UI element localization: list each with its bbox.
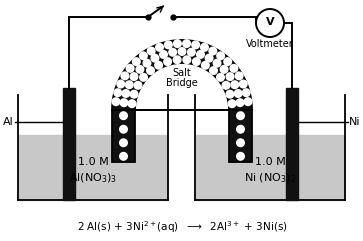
Circle shape	[130, 73, 138, 80]
Circle shape	[136, 66, 144, 73]
Circle shape	[188, 48, 195, 56]
Text: V: V	[266, 17, 274, 27]
Circle shape	[169, 48, 176, 56]
Circle shape	[213, 59, 221, 67]
Circle shape	[210, 67, 217, 74]
Circle shape	[220, 66, 228, 73]
Circle shape	[192, 41, 199, 49]
Circle shape	[155, 61, 162, 69]
Circle shape	[114, 89, 122, 96]
Circle shape	[120, 99, 128, 107]
Circle shape	[164, 58, 171, 66]
Circle shape	[240, 80, 247, 88]
Circle shape	[120, 125, 127, 133]
Circle shape	[164, 41, 172, 49]
Polygon shape	[112, 40, 252, 162]
Circle shape	[117, 80, 125, 88]
Circle shape	[128, 100, 136, 107]
Circle shape	[230, 65, 238, 72]
Circle shape	[156, 44, 163, 51]
Circle shape	[122, 90, 130, 97]
Circle shape	[228, 100, 236, 107]
Circle shape	[256, 9, 284, 37]
Circle shape	[217, 74, 224, 81]
Circle shape	[151, 54, 159, 62]
Circle shape	[120, 139, 127, 147]
Circle shape	[209, 47, 217, 55]
Circle shape	[174, 56, 181, 64]
Text: 1.0 M: 1.0 M	[78, 157, 109, 167]
Circle shape	[236, 99, 244, 107]
Text: Bridge: Bridge	[166, 78, 198, 88]
Circle shape	[174, 40, 181, 47]
Circle shape	[217, 52, 224, 60]
Bar	[19, 135, 167, 200]
Circle shape	[120, 112, 127, 120]
Circle shape	[130, 90, 138, 98]
Circle shape	[197, 51, 204, 58]
Circle shape	[160, 51, 167, 58]
Circle shape	[139, 52, 147, 60]
Circle shape	[126, 81, 133, 88]
Circle shape	[183, 56, 191, 64]
Text: 1.0 M: 1.0 M	[254, 157, 285, 167]
Text: Al(NO$_3$)$_3$: Al(NO$_3$)$_3$	[69, 171, 117, 185]
Circle shape	[242, 89, 250, 96]
Text: Al: Al	[3, 117, 14, 127]
Circle shape	[237, 153, 244, 160]
Circle shape	[237, 112, 244, 120]
Circle shape	[140, 74, 147, 81]
Text: Salt: Salt	[173, 68, 191, 78]
Circle shape	[226, 73, 234, 80]
Text: Ni (NO$_3$)$_2$: Ni (NO$_3$)$_2$	[244, 171, 296, 185]
Circle shape	[147, 47, 155, 55]
Circle shape	[112, 98, 120, 106]
Text: Voltmeter: Voltmeter	[246, 39, 294, 49]
Circle shape	[143, 59, 151, 67]
Text: 2 Al(s) + 3Ni$^{2+}$(aq)  $\longrightarrow$  2Al$^{3+}$ + 3Ni(s): 2 Al(s) + 3Ni$^{2+}$(aq) $\longrightarro…	[77, 219, 287, 235]
Circle shape	[132, 58, 140, 65]
Circle shape	[126, 65, 134, 72]
Circle shape	[120, 153, 127, 160]
Circle shape	[237, 139, 244, 147]
Circle shape	[237, 125, 244, 133]
Circle shape	[222, 81, 230, 89]
Circle shape	[234, 90, 242, 97]
Circle shape	[205, 54, 213, 62]
Bar	[63, 88, 75, 200]
Circle shape	[244, 98, 252, 106]
Bar	[196, 135, 344, 200]
Circle shape	[226, 90, 234, 98]
Circle shape	[224, 58, 232, 65]
Circle shape	[183, 40, 190, 47]
Text: Ni: Ni	[349, 117, 360, 127]
Circle shape	[193, 58, 200, 66]
Circle shape	[134, 81, 142, 89]
Circle shape	[231, 81, 238, 88]
Circle shape	[147, 67, 154, 74]
Circle shape	[235, 72, 243, 80]
Circle shape	[201, 44, 208, 51]
Bar	[286, 88, 298, 200]
Circle shape	[121, 72, 129, 80]
Circle shape	[178, 48, 186, 55]
Circle shape	[201, 61, 209, 69]
